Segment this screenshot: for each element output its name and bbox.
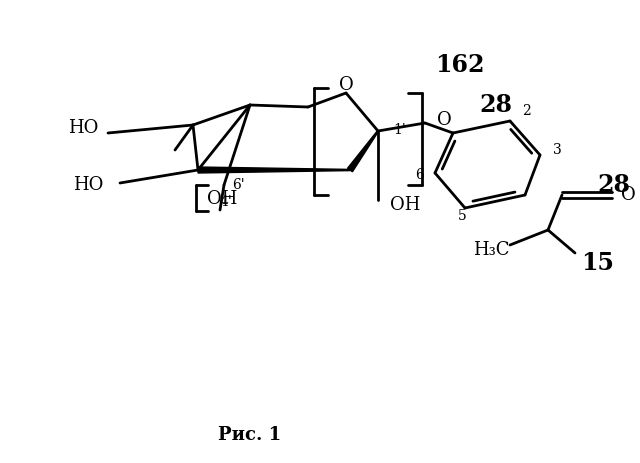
Text: 3: 3 [553, 143, 562, 157]
Text: 15: 15 [582, 251, 614, 275]
Polygon shape [198, 167, 350, 173]
Text: 28: 28 [479, 93, 512, 117]
Text: 2: 2 [522, 104, 531, 118]
Text: 28: 28 [597, 173, 630, 197]
Text: 5: 5 [458, 209, 467, 223]
Text: O: O [437, 111, 452, 129]
Text: O: O [339, 76, 353, 94]
Text: Рис. 1: Рис. 1 [218, 426, 282, 444]
Polygon shape [348, 131, 378, 172]
Text: 162: 162 [435, 53, 484, 77]
Text: O: O [621, 186, 636, 204]
Text: 1': 1' [393, 123, 406, 137]
Text: 4': 4' [220, 195, 233, 209]
Text: 6': 6' [232, 178, 244, 192]
Text: H₃C: H₃C [474, 241, 510, 259]
Text: OH: OH [207, 190, 237, 208]
Text: HO: HO [73, 176, 104, 194]
Text: OH: OH [390, 196, 420, 214]
Text: 6: 6 [415, 168, 424, 182]
Text: HO: HO [68, 119, 99, 137]
